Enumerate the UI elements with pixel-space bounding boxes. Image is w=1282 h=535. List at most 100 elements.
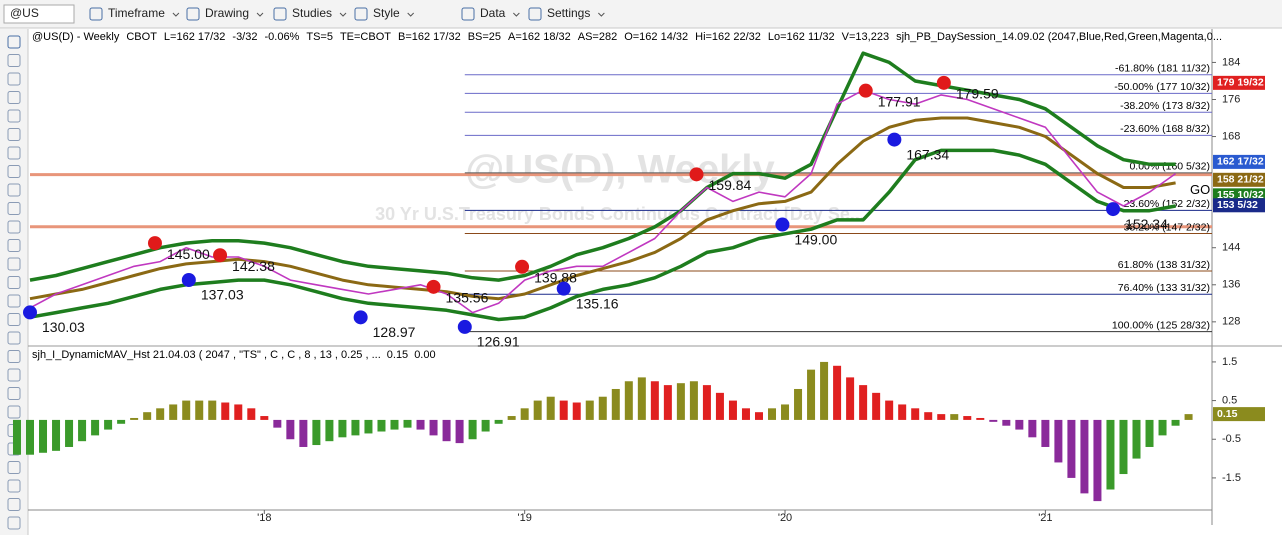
tool-icon[interactable] [7,72,21,86]
toolbar-icon[interactable] [273,7,287,21]
tool-icon[interactable] [7,331,21,345]
tool-icon[interactable] [7,387,21,400]
tool-icon[interactable] [7,461,21,474]
tool-icon[interactable] [7,35,21,49]
fib-label: 23.60% (152 2/32) [1124,198,1210,210]
histogram-bar [715,392,724,420]
dropdown-arrow[interactable] [598,12,605,17]
tool-icon[interactable] [7,109,21,123]
swing-dot [887,132,902,147]
tool-icon[interactable] [7,202,21,215]
toolbar-icon[interactable] [89,7,103,21]
fib-label: 76.40% (133 31/32) [1118,282,1210,294]
y-tick-label: -1.5 [1222,472,1241,484]
histogram-bar [1054,419,1063,463]
histogram-bar [117,419,126,424]
tool-icon[interactable] [7,294,21,308]
y-tick-label: -0.5 [1222,433,1241,445]
dropdown-arrow[interactable] [339,12,347,17]
histogram-bar [338,419,347,438]
histogram-bar [911,408,920,420]
toolbar-icon[interactable] [186,7,200,21]
signal-label: GO [1190,182,1210,197]
swing-dot [23,305,37,320]
swing-label: 126.91 [477,334,520,350]
tool-icon[interactable] [7,516,21,530]
toolbar-button[interactable]: Style [373,6,400,20]
swing-label: 167.34 [906,146,949,162]
toolbar-icon[interactable] [354,7,368,21]
tool-icon[interactable] [7,183,21,197]
tool-icon[interactable] [7,368,21,382]
toolbar-button[interactable]: Drawing [205,6,249,20]
tool-icon[interactable] [7,350,21,363]
swing-label: 159.84 [709,177,752,193]
histogram-bar [65,419,74,447]
dropdown-arrow[interactable] [256,12,264,17]
tool-icon[interactable] [7,276,21,289]
tool-icon[interactable] [7,165,21,178]
toolbar [0,0,1282,28]
tool-icon[interactable] [7,257,21,271]
quote-field: L=162 17/32 [164,31,225,43]
quote-field: TE=CBOT [340,31,391,43]
swing-dot [457,319,472,334]
histogram-bar [1080,419,1089,494]
histogram-bar [728,400,737,420]
histogram-bar [754,412,763,420]
quote-field: @US(D) - Weekly [32,31,120,43]
histogram-bar [963,416,972,420]
price-tag-label: 153 5/32 [1217,199,1258,211]
toolbar-button[interactable]: Settings [547,6,590,20]
histogram-bar [273,419,282,428]
tool-icon[interactable] [7,405,21,419]
tool-icon[interactable] [7,54,21,67]
toolbar-button[interactable]: Studies [292,6,332,20]
toolbar-icon[interactable] [528,7,542,21]
histogram-bar [768,408,777,420]
histogram-bar [221,402,230,420]
tool-icon[interactable] [7,479,21,493]
dropdown-arrow[interactable] [407,12,415,17]
swing-dot [515,259,530,274]
tool-icon[interactable] [7,313,21,326]
histogram-bar [1067,419,1076,478]
y-tick-label: 176 [1222,93,1240,105]
tool-icon[interactable] [7,220,21,234]
toolbar-icon[interactable] [461,7,475,21]
y-tick-label: 0.5 [1222,394,1237,406]
histogram-bar [741,408,750,420]
histogram-bar [898,404,907,420]
tool-icon[interactable] [7,239,21,252]
histogram-bar [611,388,620,420]
histogram-bar [833,365,842,420]
symbol[interactable]: @US [10,6,39,20]
histogram-bar [976,417,985,420]
tool-icon[interactable] [7,498,21,511]
toolbar-button[interactable]: Timeframe [108,6,165,20]
x-tick-label: '18 [257,512,271,524]
tool-icon[interactable] [7,128,21,141]
tool-icon[interactable] [7,146,21,160]
dropdown-arrow[interactable] [513,12,520,17]
swing-dot [213,248,228,263]
indicator-value: 0.15 [387,349,408,361]
swing-label: 137.03 [201,287,244,303]
histogram-bar [351,419,360,436]
quote-field: B=162 17/32 [398,31,461,43]
dropdown-arrow[interactable] [172,12,180,17]
indicator-value: 0.00 [414,349,435,361]
histogram-bar [39,419,48,453]
fib-label: -23.60% (168 8/32) [1120,123,1210,135]
histogram-bar [312,419,321,446]
swing-label: 177.91 [878,93,921,109]
histogram-bar [1093,419,1102,502]
histogram-bar [1145,419,1154,447]
tool-icon[interactable] [7,91,21,104]
symbol-box[interactable] [3,4,75,24]
y-tick-label: 1.5 [1222,356,1237,368]
fib-label: -38.20% (173 8/32) [1120,100,1210,112]
toolbar-button[interactable]: Data [480,6,506,20]
histogram-bar [78,419,87,442]
